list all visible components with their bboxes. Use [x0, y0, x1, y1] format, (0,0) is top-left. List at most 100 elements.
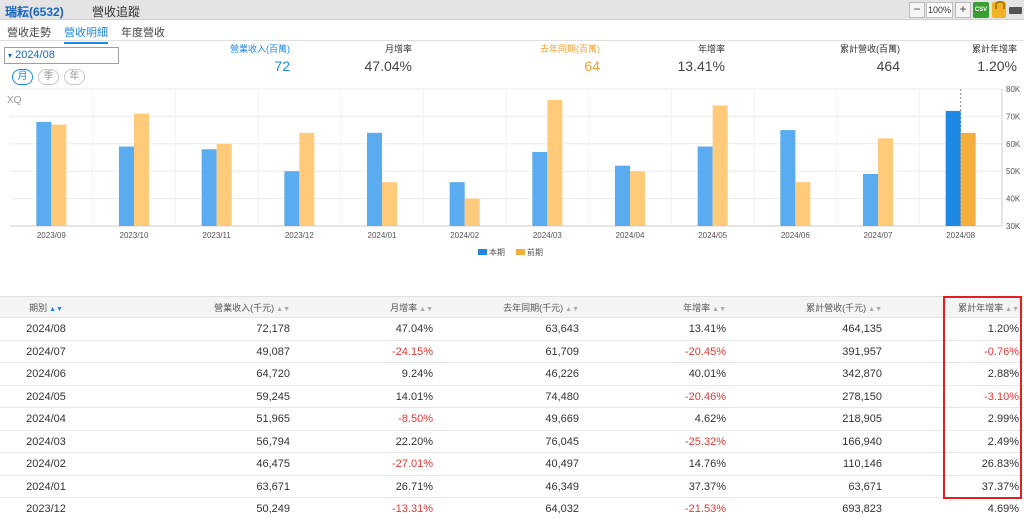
bar-previous[interactable] — [382, 182, 397, 226]
bar-current[interactable] — [449, 182, 465, 226]
bar-current[interactable] — [780, 130, 796, 226]
metric-cumulative-yoy: 累計年增率 1.20% — [930, 42, 1017, 74]
legend-label[interactable]: 前期 — [527, 247, 543, 257]
bar-current[interactable] — [532, 152, 548, 226]
x-tick-label: 2023/10 — [120, 231, 149, 240]
period-quarter-button[interactable]: 季 — [38, 69, 59, 85]
metric-cumulative-value: 464 — [876, 58, 900, 74]
table-row[interactable]: 2024/05 59,245 14.01% 74,480 -20.46% 278,150 -… — [0, 386, 1024, 408]
bar-previous[interactable] — [712, 105, 728, 226]
table-row[interactable]: 2023/12 50,249 -13.31% 64,032 -21.53% 693,823… — [0, 498, 1024, 519]
bar-current[interactable] — [201, 149, 217, 226]
bar-current[interactable] — [615, 165, 630, 226]
sort-icon: ▲▼ — [565, 306, 579, 313]
table-row[interactable]: 2024/01 63,671 26.71% 46,349 37.37% 63,671 37.… — [0, 476, 1024, 498]
table-cell: 40,497 — [545, 458, 579, 470]
metric-last-year-label: 去年同期(百萬) — [540, 44, 600, 54]
period-year-button[interactable]: 年 — [64, 69, 85, 85]
table-cell: 50,249 — [256, 503, 290, 515]
bar-previous[interactable] — [547, 99, 563, 226]
header-cumulative-yoy[interactable]: 累計年增率 ▲▼ — [958, 303, 1019, 313]
table-header: 期別 ▲▼ 營業收入(千元) ▲▼ 月增率 ▲▼ 去年同期(千元) ▲▼ 年增率 ▲▼ 累… — [0, 296, 1024, 318]
table-cell: 278,150 — [842, 390, 882, 403]
bar-current[interactable] — [367, 132, 382, 226]
legend-label[interactable]: 本期 — [489, 247, 505, 257]
table-cell: 2024/02 — [26, 458, 66, 470]
table-row[interactable]: 2024/02 46,475 -27.01% 40,497 14.76% 110,146 2… — [0, 453, 1024, 476]
csv-export-button[interactable]: CSV — [973, 2, 989, 18]
printer-icon[interactable] — [1009, 3, 1022, 18]
table-cell: 46,349 — [545, 480, 579, 493]
x-tick-label: 2024/02 — [450, 231, 479, 240]
bar-previous[interactable] — [216, 143, 232, 226]
table-cell: 2024/04 — [26, 413, 66, 425]
bar-previous[interactable] — [878, 138, 893, 226]
metric-mom-label: 月增率 — [384, 44, 412, 54]
table-cell: -0.76% — [984, 345, 1019, 358]
table-cell: 51,965 — [256, 413, 290, 425]
table-cell: 166,940 — [842, 435, 882, 448]
table-row[interactable]: 2024/04 51,965 -8.50% 49,669 4.62% 218,905 2.9… — [0, 408, 1024, 431]
month-select[interactable]: ▾ 2024/08 — [4, 47, 119, 64]
tab-revenue-trend[interactable]: 營收走勢 — [7, 27, 51, 39]
x-tick-label: 2024/08 — [946, 231, 975, 240]
header-cumulative[interactable]: 累計營收(千元) ▲▼ — [806, 303, 882, 313]
header-yoy[interactable]: 年增率 ▲▼ — [683, 303, 726, 313]
table-cell: 2023/12 — [26, 503, 66, 515]
bar-current[interactable] — [863, 173, 878, 226]
bar-previous[interactable] — [795, 182, 811, 226]
metric-yoy: 年增率 13.41% — [640, 42, 725, 74]
zoom-in-button[interactable]: + — [955, 2, 971, 18]
y-tick-label: 80K — [1006, 86, 1021, 94]
xq-watermark: XQ — [7, 95, 22, 106]
table-cell: 2.99% — [987, 413, 1019, 425]
zoom-out-button[interactable]: − — [909, 2, 925, 18]
table-cell: 4.69% — [987, 503, 1019, 515]
table-cell: 4.62% — [694, 413, 726, 425]
bar-previous[interactable] — [464, 198, 480, 226]
bar-current[interactable] — [945, 110, 961, 226]
table-cell: 59,245 — [256, 390, 290, 403]
zoom-level[interactable]: 100% — [926, 2, 953, 18]
table-row[interactable]: 2024/08 72,178 47.04% 63,643 13.41% 464,135 1.… — [0, 318, 1024, 341]
bar-previous[interactable] — [630, 171, 645, 226]
table-cell: 49,087 — [256, 345, 290, 358]
table-cell: 14.01% — [395, 390, 433, 403]
table-cell: 76,045 — [545, 435, 579, 448]
header-mom[interactable]: 月增率 ▲▼ — [390, 303, 433, 313]
table-cell: 218,905 — [842, 413, 882, 425]
bar-previous[interactable] — [51, 124, 67, 226]
table-cell: 49,669 — [545, 413, 579, 425]
table-cell: 26.83% — [981, 458, 1019, 470]
bar-previous[interactable] — [134, 113, 149, 226]
table-cell: 63,671 — [848, 480, 882, 493]
table-row[interactable]: 2024/06 64,720 9.24% 46,226 40.01% 342,870 2.8… — [0, 363, 1024, 386]
bar-current[interactable] — [697, 146, 713, 226]
legend-swatch — [516, 249, 525, 255]
table-cell: 342,870 — [842, 368, 882, 380]
metric-revenue: 營業收入(百萬) 72 — [190, 42, 290, 74]
table-cell: 2024/05 — [26, 390, 66, 403]
bar-current[interactable] — [119, 146, 134, 226]
table-cell: 26.71% — [395, 480, 433, 493]
table-row[interactable]: 2024/03 56,794 22.20% 76,045 -25.32% 166,940 2… — [0, 431, 1024, 453]
tab-annual-revenue[interactable]: 年度營收 — [121, 27, 165, 39]
header-revenue[interactable]: 營業收入(千元) ▲▼ — [214, 303, 290, 313]
company-title[interactable]: 瑞耘(6532) — [5, 5, 64, 19]
period-month-button[interactable]: 月 — [12, 69, 33, 85]
bar-previous[interactable] — [960, 132, 976, 226]
bar-current[interactable] — [36, 121, 52, 226]
x-tick-label: 2023/12 — [285, 231, 314, 240]
lock-icon[interactable] — [992, 1, 1006, 18]
bar-current[interactable] — [284, 171, 300, 226]
y-tick-label: 30K — [1006, 222, 1021, 231]
table-cell: -27.01% — [392, 458, 433, 470]
metric-yoy-label: 年增率 — [697, 44, 725, 54]
bar-previous[interactable] — [299, 132, 315, 226]
x-tick-label: 2024/06 — [781, 231, 810, 240]
header-period[interactable]: 期別 ▲▼ — [29, 303, 63, 313]
header-last-year[interactable]: 去年同期(千元) ▲▼ — [503, 303, 579, 313]
table-row[interactable]: 2024/07 49,087 -24.15% 61,709 -20.45% 391,957… — [0, 341, 1024, 363]
sort-icon: ▲▼ — [49, 306, 63, 313]
tab-revenue-detail[interactable]: 營收明細 — [64, 24, 108, 44]
